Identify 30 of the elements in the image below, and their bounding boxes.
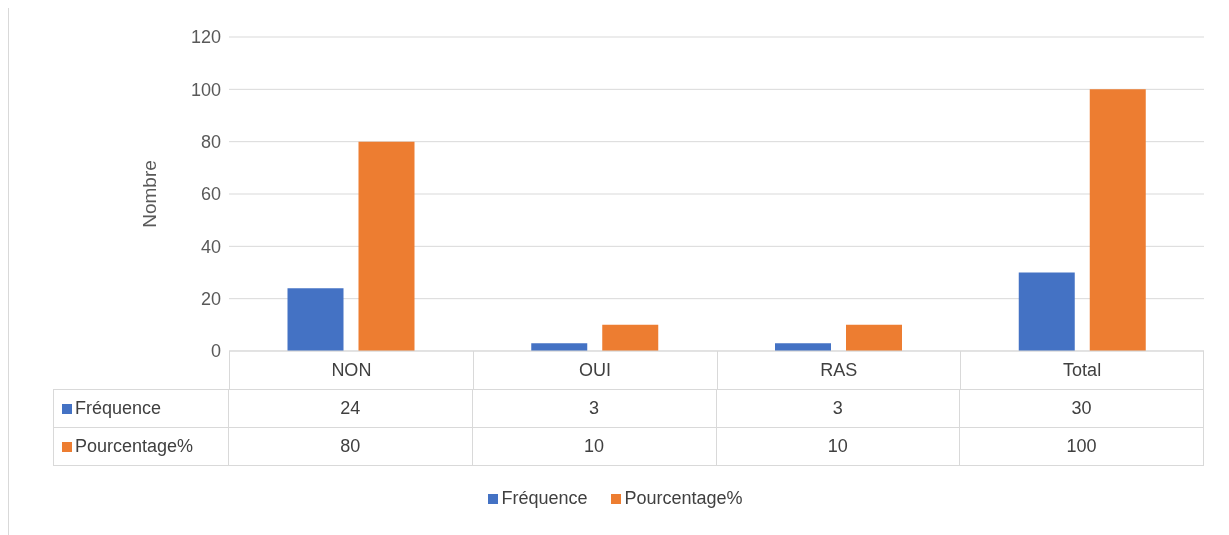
data-label: 3 — [471, 389, 717, 428]
data-label: 100 — [959, 427, 1204, 466]
bar — [1018, 272, 1075, 351]
y-tick-label: 60 — [200, 184, 221, 205]
bar — [602, 324, 659, 351]
y-tick-label: 40 — [200, 236, 221, 257]
legend-label: Fréquence — [53, 389, 229, 428]
data-label: 10 — [715, 427, 961, 466]
y-tick-label: 120 — [190, 27, 221, 48]
bar — [287, 288, 344, 351]
x-tick-label: RAS — [716, 351, 961, 389]
y-tick-label: 100 — [190, 79, 221, 100]
x-tick-label: Total — [960, 351, 1204, 389]
y-axis-title: Nombre — [138, 160, 160, 228]
bar — [358, 141, 415, 351]
x-tick-label: NON — [229, 351, 473, 389]
x-tick-label: OUI — [472, 351, 717, 389]
text: Fréquence — [501, 488, 588, 508]
data-label: 80 — [228, 427, 473, 466]
text: Pourcentage% — [75, 436, 194, 456]
y-tick-label: 0 — [210, 341, 221, 362]
y-tick-label: 20 — [200, 289, 221, 310]
data-label: 24 — [228, 389, 473, 428]
bar — [846, 324, 902, 351]
legend-label: Pourcentage% — [623, 488, 743, 509]
bar — [1089, 89, 1146, 351]
data-label: 30 — [959, 389, 1204, 428]
data-label: 3 — [715, 389, 961, 428]
data-label: 10 — [471, 427, 717, 466]
y-tick-label: 80 — [200, 132, 221, 153]
